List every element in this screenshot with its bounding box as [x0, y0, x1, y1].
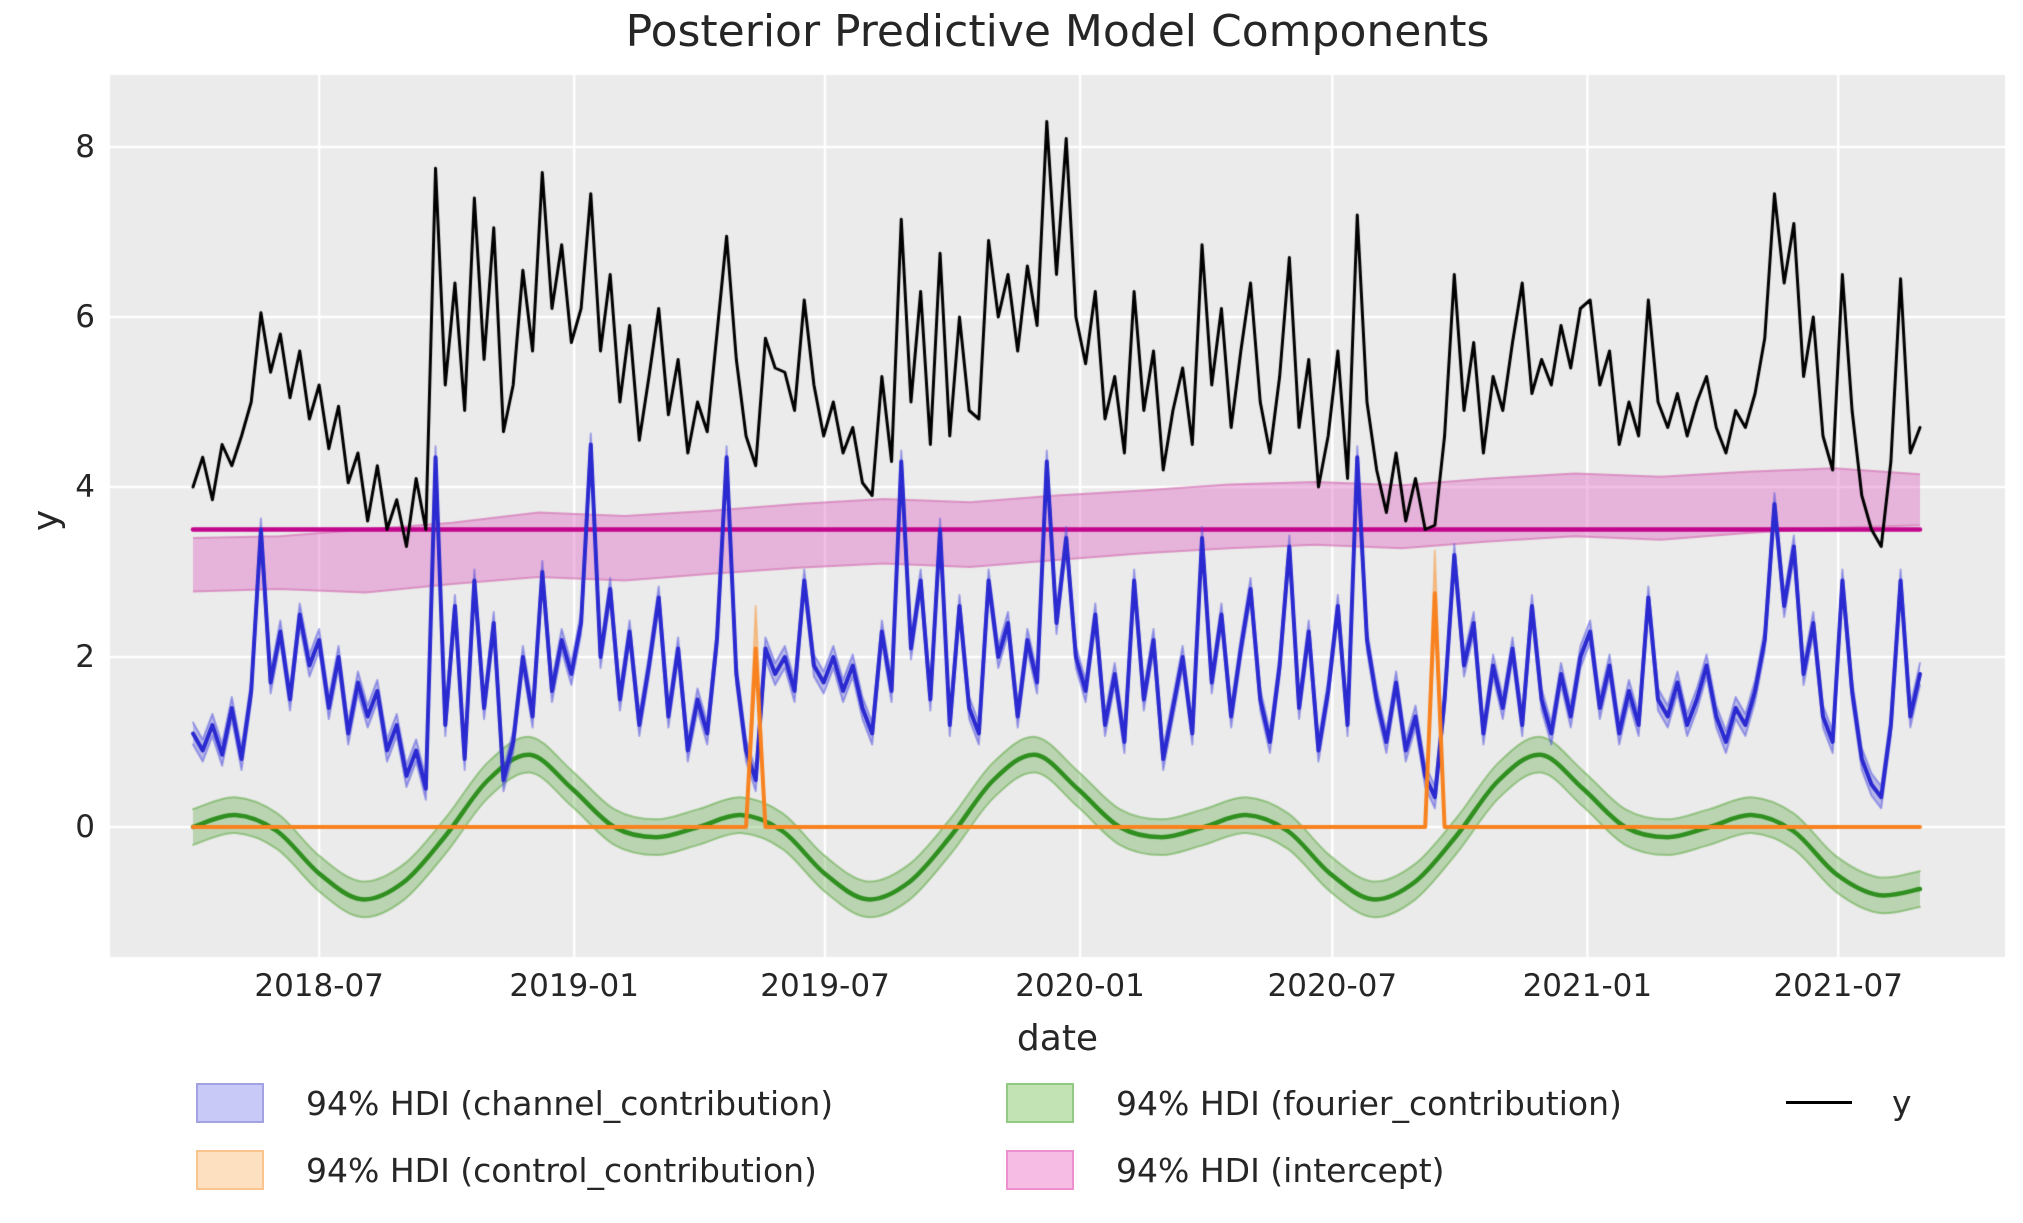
x-tick-label: 2021-01	[1522, 968, 1653, 1004]
legend-label-intercept: 94% HDI (intercept)	[1116, 1150, 1445, 1190]
channel-hdi-swatch	[196, 1083, 264, 1123]
legend-item-channel: 94% HDI (channel_contribution)	[196, 1083, 833, 1123]
y-tick-label: 4	[75, 469, 95, 505]
fourier-hdi-swatch	[1006, 1083, 1074, 1123]
legend-label-y: y	[1892, 1083, 1912, 1122]
legend-label-control: 94% HDI (control_contribution)	[306, 1150, 817, 1190]
y-line-sample	[1786, 1101, 1852, 1104]
x-axis-label: date	[1016, 1018, 1099, 1059]
x-tick-label: 2018-07	[254, 968, 384, 1004]
y-tick-label: 2	[75, 639, 95, 675]
legend-item-y: y	[1786, 1083, 1912, 1122]
x-tick-label: 2019-07	[760, 968, 890, 1004]
x-tick-label: 2019-01	[509, 968, 639, 1004]
legend-item-control: 94% HDI (control_contribution)	[196, 1150, 817, 1190]
y-tick-label: 6	[75, 299, 95, 335]
legend-item-intercept: 94% HDI (intercept)	[1006, 1150, 1445, 1190]
y-axis-label: y	[25, 509, 67, 532]
legend-label-fourier: 94% HDI (fourier_contribution)	[1116, 1083, 1622, 1123]
control-hdi-swatch	[196, 1150, 264, 1190]
x-tick-label: 2020-01	[1015, 968, 1145, 1004]
legend-label-channel: 94% HDI (channel_contribution)	[306, 1083, 834, 1123]
x-tick-label: 2020-07	[1267, 968, 1398, 1004]
chart-title: Posterior Predictive Model Components	[625, 6, 1490, 57]
legend-item-fourier: 94% HDI (fourier_contribution)	[1006, 1083, 1622, 1123]
intercept-hdi-swatch	[1006, 1150, 1074, 1190]
x-tick-label: 2021-07	[1773, 968, 1903, 1004]
y-tick-label: 0	[75, 809, 95, 845]
y-tick-label: 8	[75, 129, 95, 165]
